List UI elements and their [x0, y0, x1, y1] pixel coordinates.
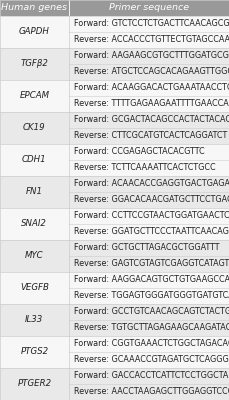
Text: Reverse: TGGAGTGGGATGGGTGATGTCA: Reverse: TGGAGTGGGATGGGTGATGTCA: [74, 292, 229, 300]
Text: VEGFB: VEGFB: [20, 284, 49, 292]
Text: Forward: CGGTGAAACTCTGGCTAGACAG: Forward: CGGTGAAACTCTGGCTAGACAG: [74, 340, 229, 348]
Text: Reverse: GGACACAACGATGCTTCCTGAG: Reverse: GGACACAACGATGCTTCCTGAG: [74, 195, 229, 204]
Text: Forward: CCGAGAGCTACACGTTC: Forward: CCGAGAGCTACACGTTC: [74, 147, 205, 156]
Bar: [0, 16, 229, 48]
Text: MYC: MYC: [25, 251, 44, 260]
Text: TGFβ2: TGFβ2: [20, 59, 48, 68]
Bar: [0, 240, 229, 272]
Text: Forward: GCCTGTCAACAGCAGTCTACTG: Forward: GCCTGTCAACAGCAGTCTACTG: [74, 308, 229, 316]
Text: Forward: ACAAGGACACTGAAATAACCTGC: Forward: ACAAGGACACTGAAATAACCTGC: [74, 83, 229, 92]
Bar: [0, 80, 229, 112]
Text: GAPDH: GAPDH: [19, 27, 50, 36]
Bar: [0, 144, 229, 176]
Text: CK19: CK19: [23, 123, 46, 132]
Text: Reverse: CTTCGCATGTCACTCAGGATCT: Reverse: CTTCGCATGTCACTCAGGATCT: [74, 131, 228, 140]
Bar: [0, 336, 229, 368]
Text: Forward: GCTGCTTAGACGCTGGATTT: Forward: GCTGCTTAGACGCTGGATTT: [74, 243, 220, 252]
Text: Reverse: ATGCTCCAGCACAGAAGTTGGC: Reverse: ATGCTCCAGCACAGAAGTTGGC: [74, 67, 229, 76]
Bar: [0, 368, 229, 400]
Bar: [0, 304, 229, 336]
Text: PTGER2: PTGER2: [17, 380, 52, 388]
Text: Forward: CCTTCCGTAACTGGATGAACTC: Forward: CCTTCCGTAACTGGATGAACTC: [74, 211, 229, 220]
Bar: [0, 112, 229, 144]
Text: Forward: ACAACACCGAGGTGACTGAGAC: Forward: ACAACACCGAGGTGACTGAGAC: [74, 179, 229, 188]
Text: Forward: AAGGACAGTGCTGTGAAGCCAG: Forward: AAGGACAGTGCTGTGAAGCCAG: [74, 276, 229, 284]
Text: IL33: IL33: [25, 316, 44, 324]
Text: Primer sequence: Primer sequence: [109, 3, 189, 12]
Text: Reverse: TTTTGAGAAGAATTTTGAACCAGAT: Reverse: TTTTGAGAAGAATTTTGAACCAGAT: [74, 99, 229, 108]
Text: CDH1: CDH1: [22, 155, 47, 164]
Text: Reverse: GAGTCGTAGTCGAGGTCATAGTT: Reverse: GAGTCGTAGTCGAGGTCATAGTT: [74, 259, 229, 268]
Text: Reverse: GCAAACCGTAGATGCTCAGGGA: Reverse: GCAAACCGTAGATGCTCAGGGA: [74, 356, 229, 364]
Text: FN1: FN1: [26, 187, 43, 196]
Text: Forward: GCGACTACAGCCACTACTACACG: Forward: GCGACTACAGCCACTACTACACG: [74, 115, 229, 124]
Text: SNAI2: SNAI2: [22, 219, 47, 228]
Bar: [0, 208, 229, 240]
Bar: [0, 272, 229, 304]
Text: Reverse: TGTGCTTAGAGAAGCAAGATACTC: Reverse: TGTGCTTAGAGAAGCAAGATACTC: [74, 324, 229, 332]
Bar: [0, 176, 229, 208]
Text: Forward: GACCACCTCATTCTCCTGGCTA: Forward: GACCACCTCATTCTCCTGGCTA: [74, 372, 229, 380]
Text: Reverse: AACCTAAGAGCTTGGAGGTCCC: Reverse: AACCTAAGAGCTTGGAGGTCCC: [74, 388, 229, 396]
Text: Reverse: GGATGCTTCCCTAATTCAACAG: Reverse: GGATGCTTCCCTAATTCAACAG: [74, 227, 229, 236]
Text: PTGS2: PTGS2: [20, 348, 48, 356]
Text: Human genes: Human genes: [1, 3, 67, 12]
Text: Reverse: TCTTCAAAATTCACTCTGCC: Reverse: TCTTCAAAATTCACTCTGCC: [74, 163, 216, 172]
Bar: [0, 0, 229, 16]
Text: Forward: AAGAAGCGTGCTTTGGATGCGG: Forward: AAGAAGCGTGCTTTGGATGCGG: [74, 51, 229, 60]
Bar: [0, 48, 229, 80]
Text: Forward: GTCTCCTCTGACTTCAACAGCG: Forward: GTCTCCTCTGACTTCAACAGCG: [74, 19, 229, 28]
Text: Reverse: ACCACCCTGTTECTGTAGCCAA: Reverse: ACCACCCTGTTECTGTAGCCAA: [74, 35, 229, 44]
Text: EPCAM: EPCAM: [19, 91, 49, 100]
